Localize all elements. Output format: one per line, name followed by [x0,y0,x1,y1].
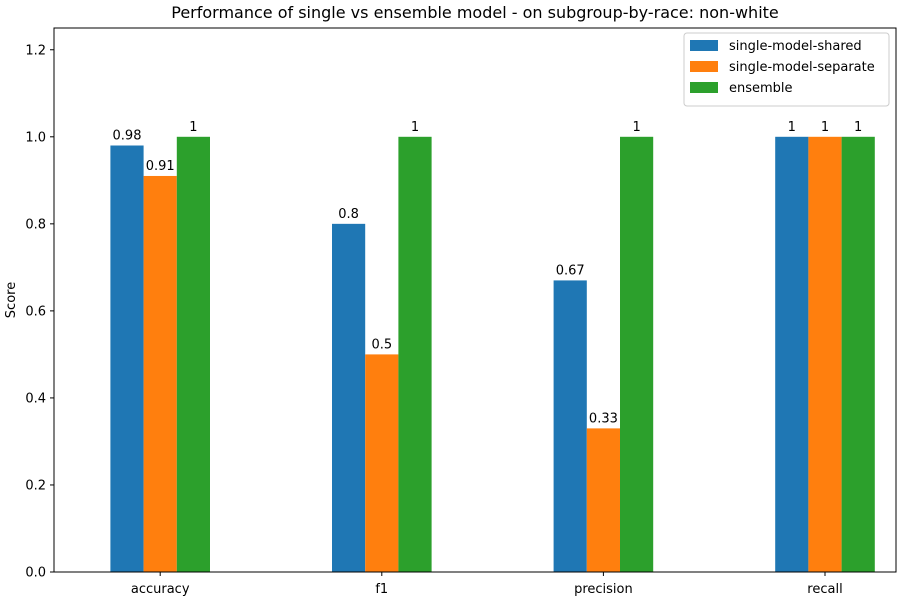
legend-box [683,32,890,107]
chart-title: Performance of single vs ensemble model … [171,3,779,22]
legend-swatch-single-model-separate [690,61,718,72]
bar-ensemble-recall [841,136,875,573]
legend: single-model-shared single-model-separate… [683,32,890,107]
bar-ensemble-precision [620,136,654,573]
bar-single-model-shared-accuracy [110,145,144,572]
data-label-ensemble-accuracy: 1 [189,120,197,135]
y-tick-label: 0.8 [25,217,46,232]
y-axis-label: Score [4,282,19,318]
y-tick-label: 1.2 [25,43,46,58]
bar-single-model-shared-f1 [332,223,366,572]
bar-single-model-separate-precision [586,428,620,572]
bar-single-model-separate-f1 [365,354,399,572]
x-tick-label-f1: f1 [375,582,388,597]
legend-label-ensemble: ensemble [729,81,793,96]
data-label-single-model-separate-recall: 1 [821,120,829,135]
legend-swatch-single-model-shared [690,40,718,51]
bar-single-model-separate-accuracy [143,175,177,572]
plot-area: 0.98 0.8 0.67 1 0.91 0.5 0.33 1 1 1 1 1 0.0 0.2 0.4 0.6… [25,27,897,597]
legend-swatch-ensemble [690,82,718,93]
data-label-single-model-separate-accuracy: 0.91 [146,159,175,174]
y-tick-label: 0.4 [25,391,46,406]
data-label-ensemble-recall: 1 [854,120,862,135]
x-tick-label-precision: precision [574,582,633,597]
y-tick-label: 1.0 [25,130,46,145]
data-label-single-model-separate-f1: 0.5 [371,337,392,352]
data-label-single-model-shared-accuracy: 0.98 [113,129,142,144]
data-label-single-model-separate-precision: 0.33 [589,411,618,426]
x-tick-label-recall: recall [807,582,842,597]
x-tick-label-accuracy: accuracy [131,582,190,597]
data-label-single-model-shared-precision: 0.67 [556,263,585,278]
data-label-single-model-shared-f1: 0.8 [338,207,359,222]
bar-single-model-separate-recall [808,136,842,573]
bar-single-model-shared-recall [775,136,809,573]
legend-label-single-model-shared: single-model-shared [729,39,862,54]
data-label-single-model-shared-recall: 1 [788,120,796,135]
bar-ensemble-accuracy [176,136,210,573]
y-tick-label: 0.2 [25,478,46,493]
data-label-ensemble-f1: 1 [411,120,419,135]
plot-frame [53,27,897,573]
bar-ensemble-f1 [398,136,432,573]
legend-label-single-model-separate: single-model-separate [729,60,875,75]
data-label-ensemble-precision: 1 [632,120,640,135]
y-tick-label: 0.6 [25,304,46,319]
bar-single-model-shared-precision [553,280,587,572]
y-tick-label: 0.0 [25,566,46,581]
